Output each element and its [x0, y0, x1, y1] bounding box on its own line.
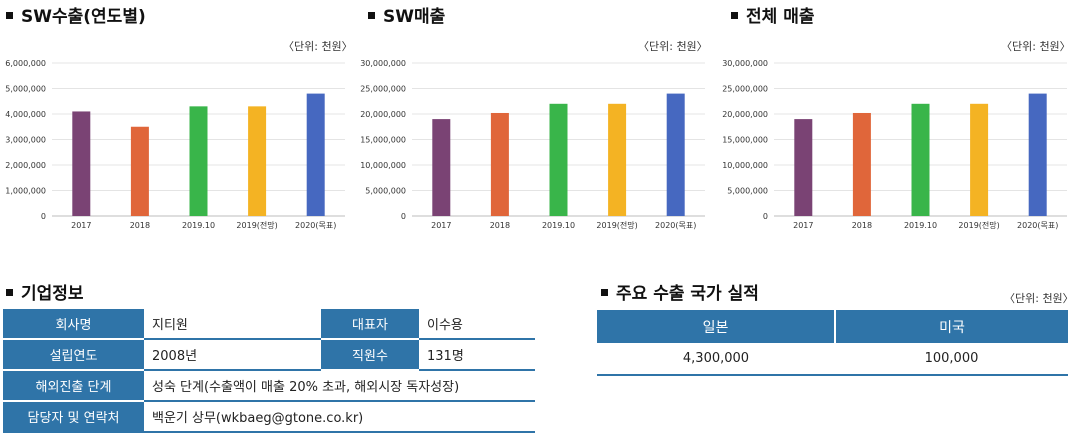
y-tick-label: 0 — [41, 212, 46, 221]
y-tick-label: 10,000,000 — [722, 161, 768, 170]
x-tick-label: 2018 — [130, 221, 150, 230]
bar — [130, 126, 149, 216]
chart-title-total-sales: 전체 매출 — [731, 2, 814, 27]
bar — [794, 119, 813, 216]
y-tick-label: 5,000,000 — [5, 85, 46, 94]
x-tick-label: 2020(목표) — [655, 221, 696, 230]
export-table: 일본 미국 4,300,000 100,000 — [597, 310, 1068, 376]
x-tick-label: 2020(목표) — [295, 221, 336, 230]
founded-label: 설립연도 — [3, 339, 144, 371]
x-tick-label: 2018 — [490, 221, 510, 230]
export-section-title: 주요 수출 국가 실적 — [601, 279, 759, 304]
bar — [852, 112, 871, 216]
bar — [490, 112, 509, 216]
table-row: 담당자 및 연락처 백운기 상무(wkbaeg@gtone.co.kr) — [3, 401, 535, 433]
x-tick-label: 2018 — [852, 221, 872, 230]
bullet-icon — [601, 288, 608, 296]
contact-label: 담당자 및 연락처 — [3, 401, 144, 433]
bar — [72, 111, 91, 216]
unit-label: 〈단위: 천원〉 — [283, 40, 353, 53]
table-row: 4,300,000 100,000 — [597, 343, 1068, 376]
company-section-title: 기업정보 — [6, 279, 84, 304]
y-tick-label: 10,000,000 — [360, 161, 406, 170]
bar — [189, 106, 208, 216]
bullet-icon — [6, 288, 13, 296]
x-tick-label: 2020(목표) — [1017, 221, 1058, 230]
y-tick-label: 25,000,000 — [360, 85, 406, 94]
y-tick-label: 0 — [401, 212, 406, 221]
bar — [432, 119, 451, 216]
y-tick-label: 20,000,000 — [722, 110, 768, 119]
japan-value: 4,300,000 — [597, 343, 835, 376]
total-sales-bar-chart: 0 5,000,000 10,000,000 15,000,000 20,000,000… — [722, 59, 1067, 230]
table-row: 해외진출 단계 성숙 단계(수출액이 매출 20% 초과, 해외시장 독자성장) — [3, 370, 535, 402]
x-tick-label: 2019(전망) — [236, 220, 277, 230]
y-tick-label: 15,000,000 — [360, 136, 406, 145]
usa-value: 100,000 — [835, 343, 1068, 376]
x-tick-label: 2017 — [793, 221, 813, 230]
ceo-value: 이수용 — [419, 309, 535, 340]
table-row: 설립연도 2008년 직원수 131명 — [3, 339, 535, 371]
x-tick-label: 2019(전망) — [958, 220, 999, 230]
table-row: 회사명 지티원 대표자 이수용 — [3, 309, 535, 340]
staff-label: 직원수 — [321, 339, 419, 371]
x-tick-label: 2017 — [431, 221, 451, 230]
column-header-usa: 미국 — [834, 310, 1068, 343]
company-name-value: 지티원 — [144, 309, 321, 340]
y-tick-label: 2,000,000 — [5, 161, 46, 170]
staff-value: 131명 — [419, 339, 535, 371]
column-header-japan: 일본 — [597, 310, 835, 343]
y-tick-label: 6,000,000 — [5, 59, 46, 68]
sw-export-bar-chart: 0 1,000,000 2,000,000 3,000,000 4,000,000 5,0… — [5, 59, 345, 230]
company-name-label: 회사명 — [3, 309, 144, 340]
y-tick-label: 15,000,000 — [722, 136, 768, 145]
bullet-icon — [6, 11, 13, 19]
chart-title-sw-sales: SW매출 — [368, 2, 445, 27]
bar — [306, 93, 325, 216]
unit-label: 〈단위: 천원〉 — [638, 40, 708, 53]
table-header-row: 일본 미국 — [597, 310, 1068, 343]
y-tick-label: 30,000,000 — [360, 59, 406, 68]
company-info-table: 회사명 지티원 대표자 이수용 설립연도 2008년 직원수 131명 해외진출… — [3, 309, 535, 433]
y-tick-label: 30,000,000 — [722, 59, 768, 68]
sw-sales-bar-chart: 0 5,000,000 10,000,000 15,000,000 20,000,000… — [360, 59, 705, 230]
y-tick-label: 5,000,000 — [365, 187, 406, 196]
bar — [248, 106, 267, 216]
y-tick-label: 1,000,000 — [5, 187, 46, 196]
ceo-label: 대표자 — [321, 309, 419, 340]
x-tick-label: 2019.10 — [182, 221, 215, 230]
y-tick-label: 4,000,000 — [5, 110, 46, 119]
stage-value: 성숙 단계(수출액이 매출 20% 초과, 해외시장 독자성장) — [144, 370, 535, 402]
bar — [911, 103, 930, 216]
chart-title-sw-export: SW수출(연도별) — [6, 2, 146, 27]
bar — [1028, 93, 1047, 216]
stage-label: 해외진출 단계 — [3, 370, 144, 402]
y-tick-label: 5,000,000 — [727, 187, 768, 196]
x-tick-label: 2019(전망) — [596, 220, 637, 230]
contact-value: 백운기 상무(wkbaeg@gtone.co.kr) — [144, 401, 535, 433]
unit-label: 〈단위: 천원〉 — [1001, 40, 1070, 53]
y-tick-label: 25,000,000 — [722, 85, 768, 94]
bar — [970, 103, 989, 216]
bar — [666, 93, 685, 216]
x-tick-label: 2017 — [71, 221, 91, 230]
founded-value: 2008년 — [144, 339, 321, 371]
x-tick-label: 2019.10 — [542, 221, 575, 230]
bar — [549, 103, 568, 216]
y-tick-label: 20,000,000 — [360, 110, 406, 119]
y-tick-label: 3,000,000 — [5, 136, 46, 145]
y-tick-label: 0 — [763, 212, 768, 221]
x-tick-label: 2019.10 — [904, 221, 937, 230]
export-unit-label: 〈단위: 천원〉 — [1004, 292, 1070, 305]
bullet-icon — [368, 11, 375, 19]
bar — [608, 103, 627, 216]
bullet-icon — [731, 11, 738, 19]
